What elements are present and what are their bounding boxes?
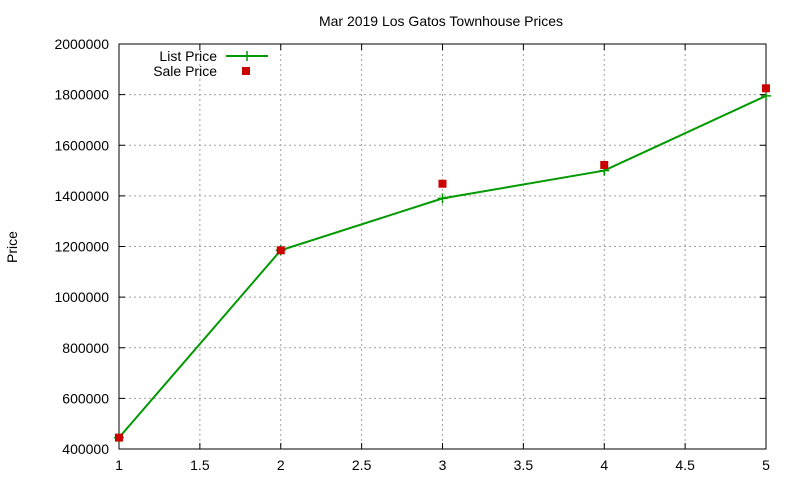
sale-price-point	[276, 246, 285, 255]
sale-price-point	[762, 84, 770, 93]
x-tick-label: 1	[115, 457, 123, 473]
y-tick-label: 1800000	[54, 87, 109, 103]
x-tick-label: 2	[277, 457, 285, 473]
y-tick-label: 1600000	[54, 137, 109, 153]
data-series	[114, 84, 771, 443]
list-price-point	[761, 90, 771, 101]
y-tick-label: 1000000	[54, 289, 109, 305]
legend-plus-marker	[242, 51, 252, 61]
y-tick-label: 2000000	[54, 36, 109, 52]
x-tick-label: 3.5	[514, 457, 534, 473]
y-tick-label: 1200000	[54, 239, 109, 255]
y-axis-tick-labels: 400000 600000 800000 1000000 1200000 1400000 1…	[54, 36, 109, 457]
y-tick-label: 1400000	[54, 188, 109, 204]
x-axis-tick-labels: 1 1.5 2 2.5 3 3.5 4 4.5 5	[115, 457, 770, 473]
legend: List Price Sale Price	[153, 48, 268, 79]
x-tick-label: 5	[762, 457, 770, 473]
sale-price-point	[438, 179, 447, 188]
y-tick-label: 400000	[62, 441, 109, 457]
sale-price-point	[115, 433, 123, 442]
legend-label-sale-price: Sale Price	[153, 63, 217, 79]
x-tick-label: 2.5	[352, 457, 372, 473]
chart-title: Mar 2019 Los Gatos Townhouse Prices	[319, 13, 563, 29]
x-tick-label: 3	[439, 457, 447, 473]
x-tick-label: 4.5	[675, 457, 695, 473]
axis-ticks	[118, 43, 767, 450]
legend-swatch-sale-price	[242, 67, 250, 75]
sale-price-point	[600, 160, 609, 169]
x-tick-label: 4	[600, 457, 608, 473]
legend-label-list-price: List Price	[159, 48, 217, 64]
y-tick-label: 600000	[62, 390, 109, 406]
list-price-point	[437, 193, 448, 204]
y-axis-label: Price	[4, 231, 20, 263]
x-tick-label: 1.5	[190, 457, 210, 473]
y-tick-label: 800000	[62, 340, 109, 356]
